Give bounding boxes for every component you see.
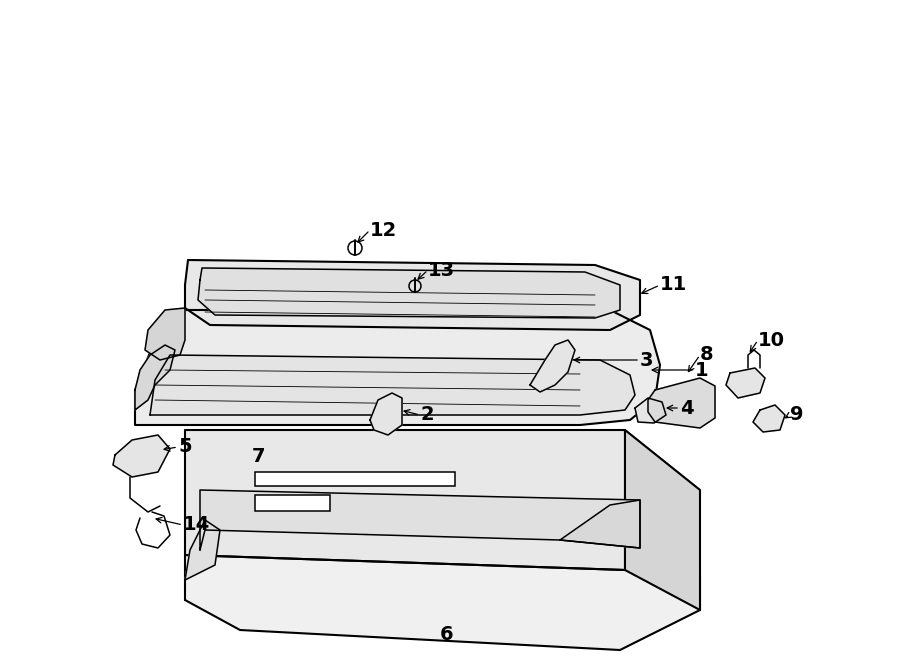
- Polygon shape: [135, 310, 660, 425]
- Polygon shape: [648, 378, 715, 428]
- Polygon shape: [150, 355, 635, 415]
- Polygon shape: [185, 555, 700, 650]
- Text: 9: 9: [790, 405, 804, 424]
- Text: 12: 12: [370, 221, 397, 239]
- Polygon shape: [185, 260, 640, 330]
- Polygon shape: [726, 368, 765, 398]
- Text: 13: 13: [428, 260, 455, 280]
- Text: 4: 4: [680, 399, 694, 418]
- Text: 1: 1: [695, 360, 708, 379]
- Polygon shape: [530, 340, 575, 392]
- Text: 6: 6: [440, 625, 454, 644]
- Text: 7: 7: [252, 446, 266, 465]
- Polygon shape: [198, 268, 620, 318]
- Text: 10: 10: [758, 330, 785, 350]
- Polygon shape: [200, 490, 640, 550]
- Polygon shape: [145, 308, 185, 360]
- Text: 5: 5: [178, 438, 192, 457]
- Polygon shape: [135, 345, 175, 410]
- Text: 14: 14: [183, 516, 211, 535]
- Text: 3: 3: [640, 350, 653, 369]
- Polygon shape: [560, 500, 640, 548]
- Polygon shape: [635, 398, 666, 423]
- Text: 8: 8: [700, 346, 714, 364]
- Polygon shape: [113, 435, 170, 477]
- Text: 11: 11: [660, 276, 688, 295]
- Polygon shape: [625, 430, 700, 610]
- Polygon shape: [185, 520, 220, 580]
- Text: 2: 2: [420, 405, 434, 424]
- Polygon shape: [185, 430, 625, 570]
- Polygon shape: [753, 405, 785, 432]
- Polygon shape: [370, 393, 402, 435]
- Bar: [255, 495, 330, 511]
- Bar: [255, 472, 455, 486]
